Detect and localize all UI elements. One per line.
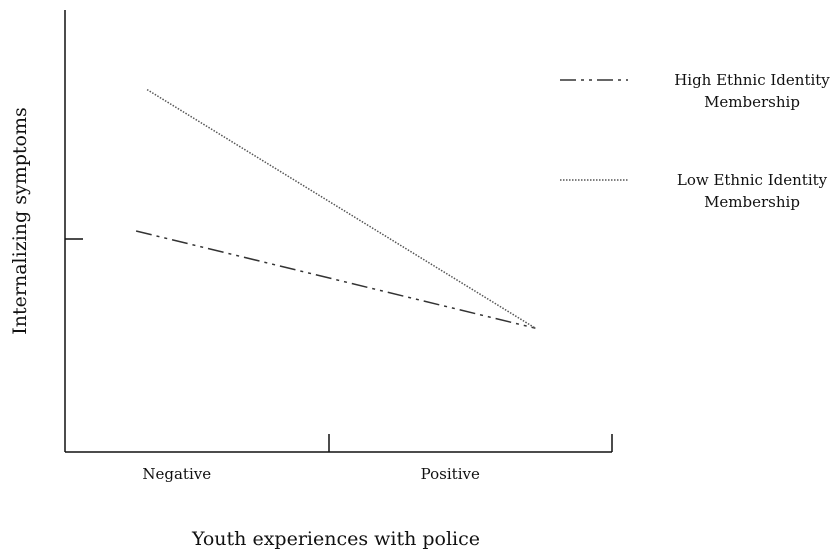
axes <box>65 10 612 452</box>
y-axis-label: Internalizing symptoms <box>9 107 31 334</box>
x-tick-label-negative: Negative <box>142 465 211 483</box>
x-axis-label: Youth experiences with police <box>191 528 480 550</box>
series-line-1 <box>147 90 535 329</box>
x-tick-labels: Negative Positive <box>142 465 480 483</box>
legend-label-0: High Ethnic Identity Membership <box>674 71 830 111</box>
x-tick-label-positive: Positive <box>421 465 480 483</box>
legend-label-1: Low Ethnic Identity Membership <box>677 171 828 211</box>
series-lines <box>136 90 535 329</box>
series-line-0 <box>136 231 535 328</box>
legend: High Ethnic Identity Membership Low Ethnic… <box>560 71 830 211</box>
